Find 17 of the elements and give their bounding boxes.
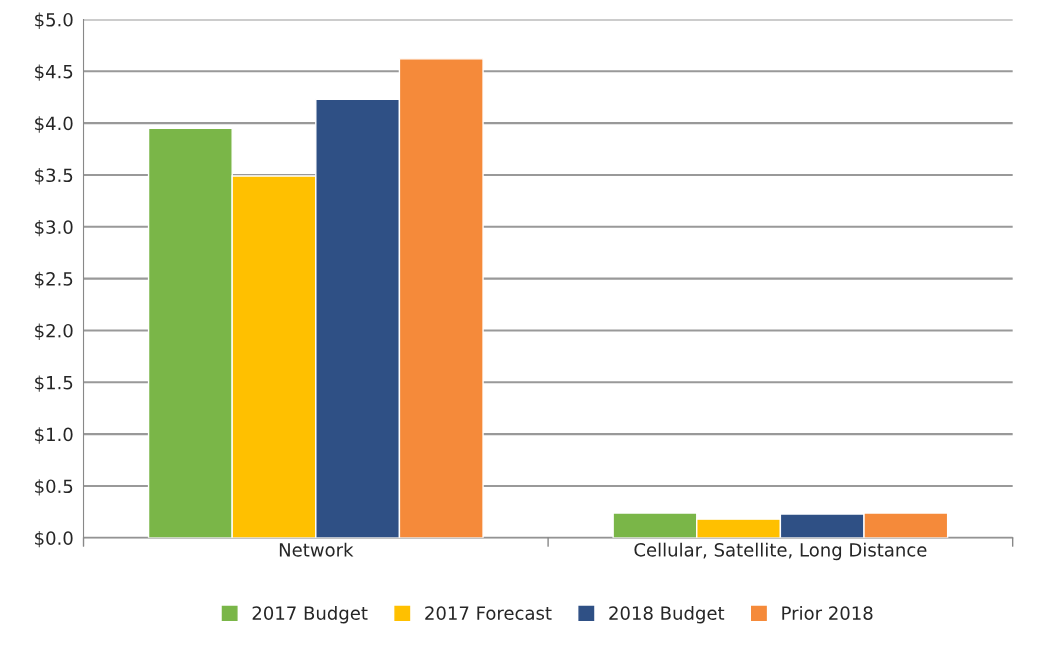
x-tick-label: Network <box>279 542 354 557</box>
y-tick-label: $4.0 <box>35 116 73 133</box>
y-tick-label: $3.0 <box>35 219 73 237</box>
y-tick-label: $1.0 <box>35 427 73 444</box>
y-tick-label: $3.5 <box>35 168 73 185</box>
y-tick-label: $5.0 <box>35 12 73 29</box>
y-tick-label: $2.5 <box>35 271 73 289</box>
y-tick-label: $1.5 <box>35 375 73 392</box>
x-tick-label: Cellular, Satellite, Long Distance <box>634 542 927 561</box>
y-tick-label: $0.0 <box>35 530 73 548</box>
y-tick-label: $2.0 <box>35 323 73 340</box>
legend-label: Prior 2018 <box>782 605 873 620</box>
y-tick-label: $4.5 <box>35 64 73 81</box>
legend-label: 2017 Budget <box>252 605 368 624</box>
y-tick-label: $0.5 <box>35 479 73 496</box>
legend-label: 2018 Budget <box>609 605 725 624</box>
legend-label: 2017 Forecast <box>425 606 552 620</box>
